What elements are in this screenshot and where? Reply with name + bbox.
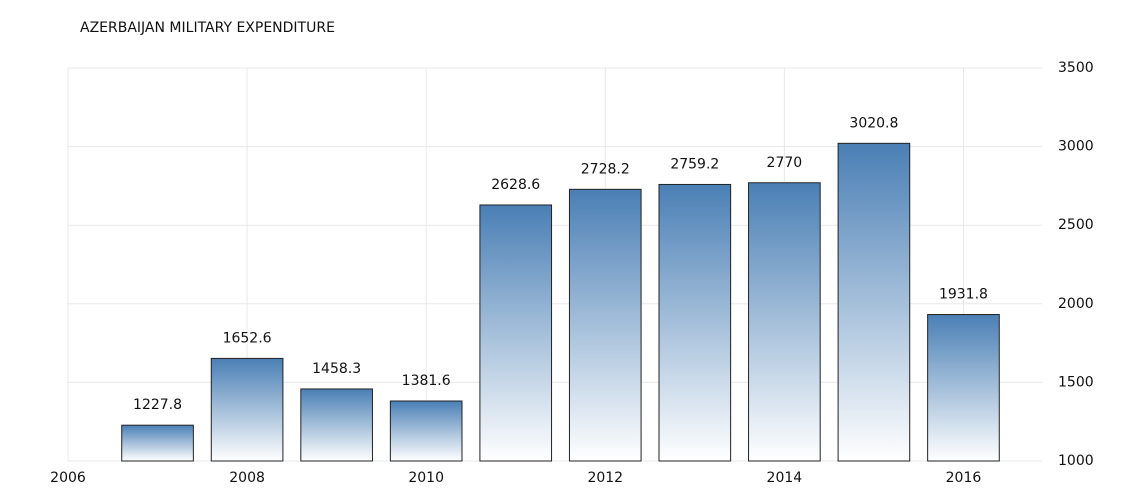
bar [927,314,1000,462]
x-tick-label: 2010 [408,470,444,486]
bar [568,188,642,462]
x-tick-label: 2016 [946,470,982,486]
y-tick-label: 3000 [1058,139,1094,155]
bar [658,183,732,462]
data-label: 3020.8 [849,115,898,131]
y-tick-label: 2500 [1058,217,1094,233]
bar [121,424,194,462]
y-tick-label: 2000 [1058,296,1094,312]
data-label: 2728.2 [581,161,630,177]
y-tick-label: 3500 [1058,60,1094,76]
y-tick-label: 1000 [1058,453,1094,469]
x-tick-label: 2012 [587,470,623,486]
data-label: 2770 [767,155,803,171]
y-tick-label: 1500 [1058,374,1094,390]
x-tick-label: 2014 [767,470,803,486]
bar [837,142,911,462]
bar [748,182,821,462]
bar [210,357,284,462]
chart-title: AZERBAIJAN MILITARY EXPENDITURE [80,20,335,36]
bar [479,204,553,462]
data-label: 1458.3 [312,361,361,377]
data-label: 1931.8 [939,287,988,303]
x-tick-label: 2008 [229,470,265,486]
data-label: 1227.8 [133,397,182,413]
data-label: 2628.6 [491,177,540,193]
data-label: 1381.6 [402,373,451,389]
data-label: 1652.6 [223,330,272,346]
bar [389,400,463,462]
data-label: 2759.2 [670,156,719,172]
bar [300,388,373,462]
x-tick-label: 2006 [50,470,86,486]
